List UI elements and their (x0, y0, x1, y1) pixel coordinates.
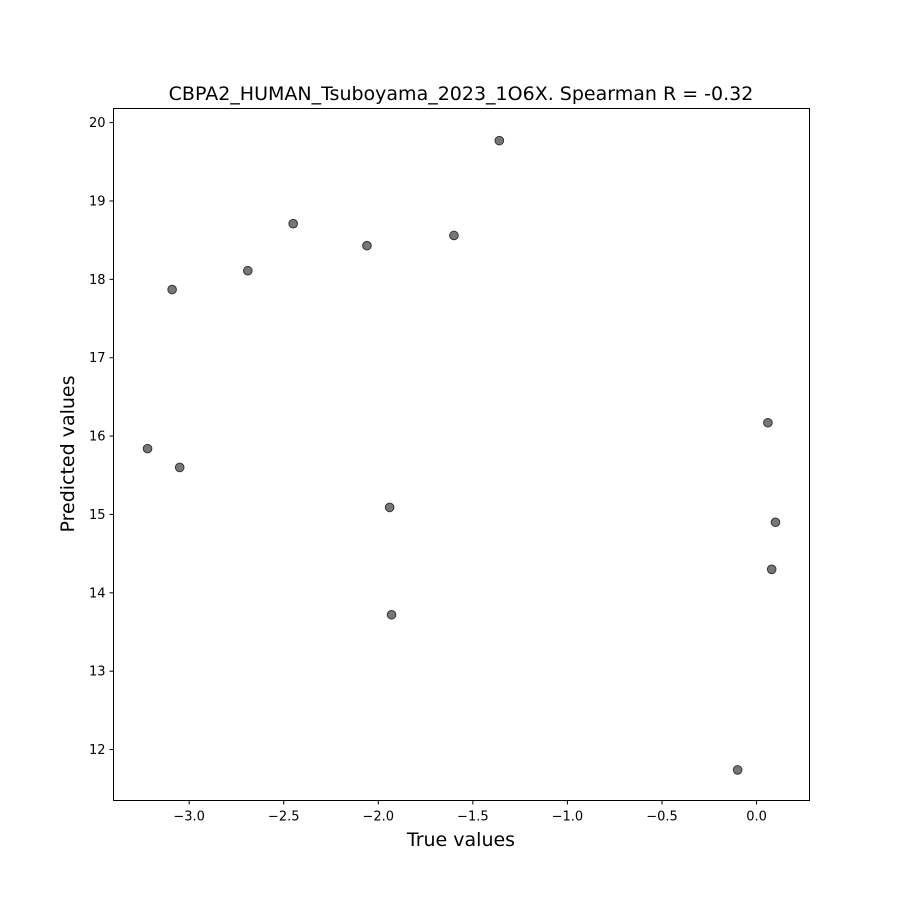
data-point (384, 502, 395, 513)
data-point (770, 517, 781, 528)
data-points (142, 135, 781, 775)
data-point (174, 462, 185, 473)
x-tick-label: −2.5 (268, 810, 300, 825)
data-point (362, 240, 372, 251)
plot-frame (113, 108, 810, 801)
x-tick-label: −1.5 (457, 810, 489, 825)
y-tick-label: 16 (89, 430, 106, 445)
y-axis-label: Predicted values (57, 375, 79, 532)
x-axis-label: True values (406, 829, 515, 851)
y-tick-label: 12 (89, 743, 106, 758)
data-point (142, 443, 153, 454)
x-tick-label: −0.5 (646, 810, 678, 825)
y-tick-label: 19 (89, 194, 106, 209)
y-tick-label: 17 (89, 351, 106, 366)
data-point (766, 564, 777, 575)
x-tick-label: 0.0 (746, 810, 767, 825)
data-point (242, 265, 253, 276)
data-point (732, 765, 743, 775)
y-tick-label: 15 (89, 508, 106, 523)
data-point (449, 230, 459, 241)
x-tick-label: −2.0 (362, 810, 394, 825)
x-tick-label: −3.0 (173, 810, 205, 825)
y-tick-label: 18 (89, 273, 106, 288)
data-point (763, 417, 773, 428)
data-point (167, 284, 177, 295)
x-axis: −3.0 −2.5 −2.0 −1.5 −1.0 −0.5 0.0 (173, 800, 767, 825)
data-point (494, 135, 505, 146)
y-axis: 12 13 14 15 16 17 18 19 20 (89, 116, 114, 758)
x-tick-label: −1.0 (552, 810, 584, 825)
data-point (288, 218, 298, 229)
y-tick-label: 13 (89, 665, 106, 680)
chart-title: CBPA2_HUMAN_Tsuboyama_2023_1O6X. Spearma… (169, 83, 754, 105)
data-point (386, 609, 397, 620)
y-tick-label: 20 (89, 116, 106, 131)
plot-area: −3.0 −2.5 −2.0 −1.5 −1.0 −0.5 0.0 12 13 14 15 16 17… (89, 108, 810, 825)
y-tick-label: 14 (89, 586, 106, 601)
